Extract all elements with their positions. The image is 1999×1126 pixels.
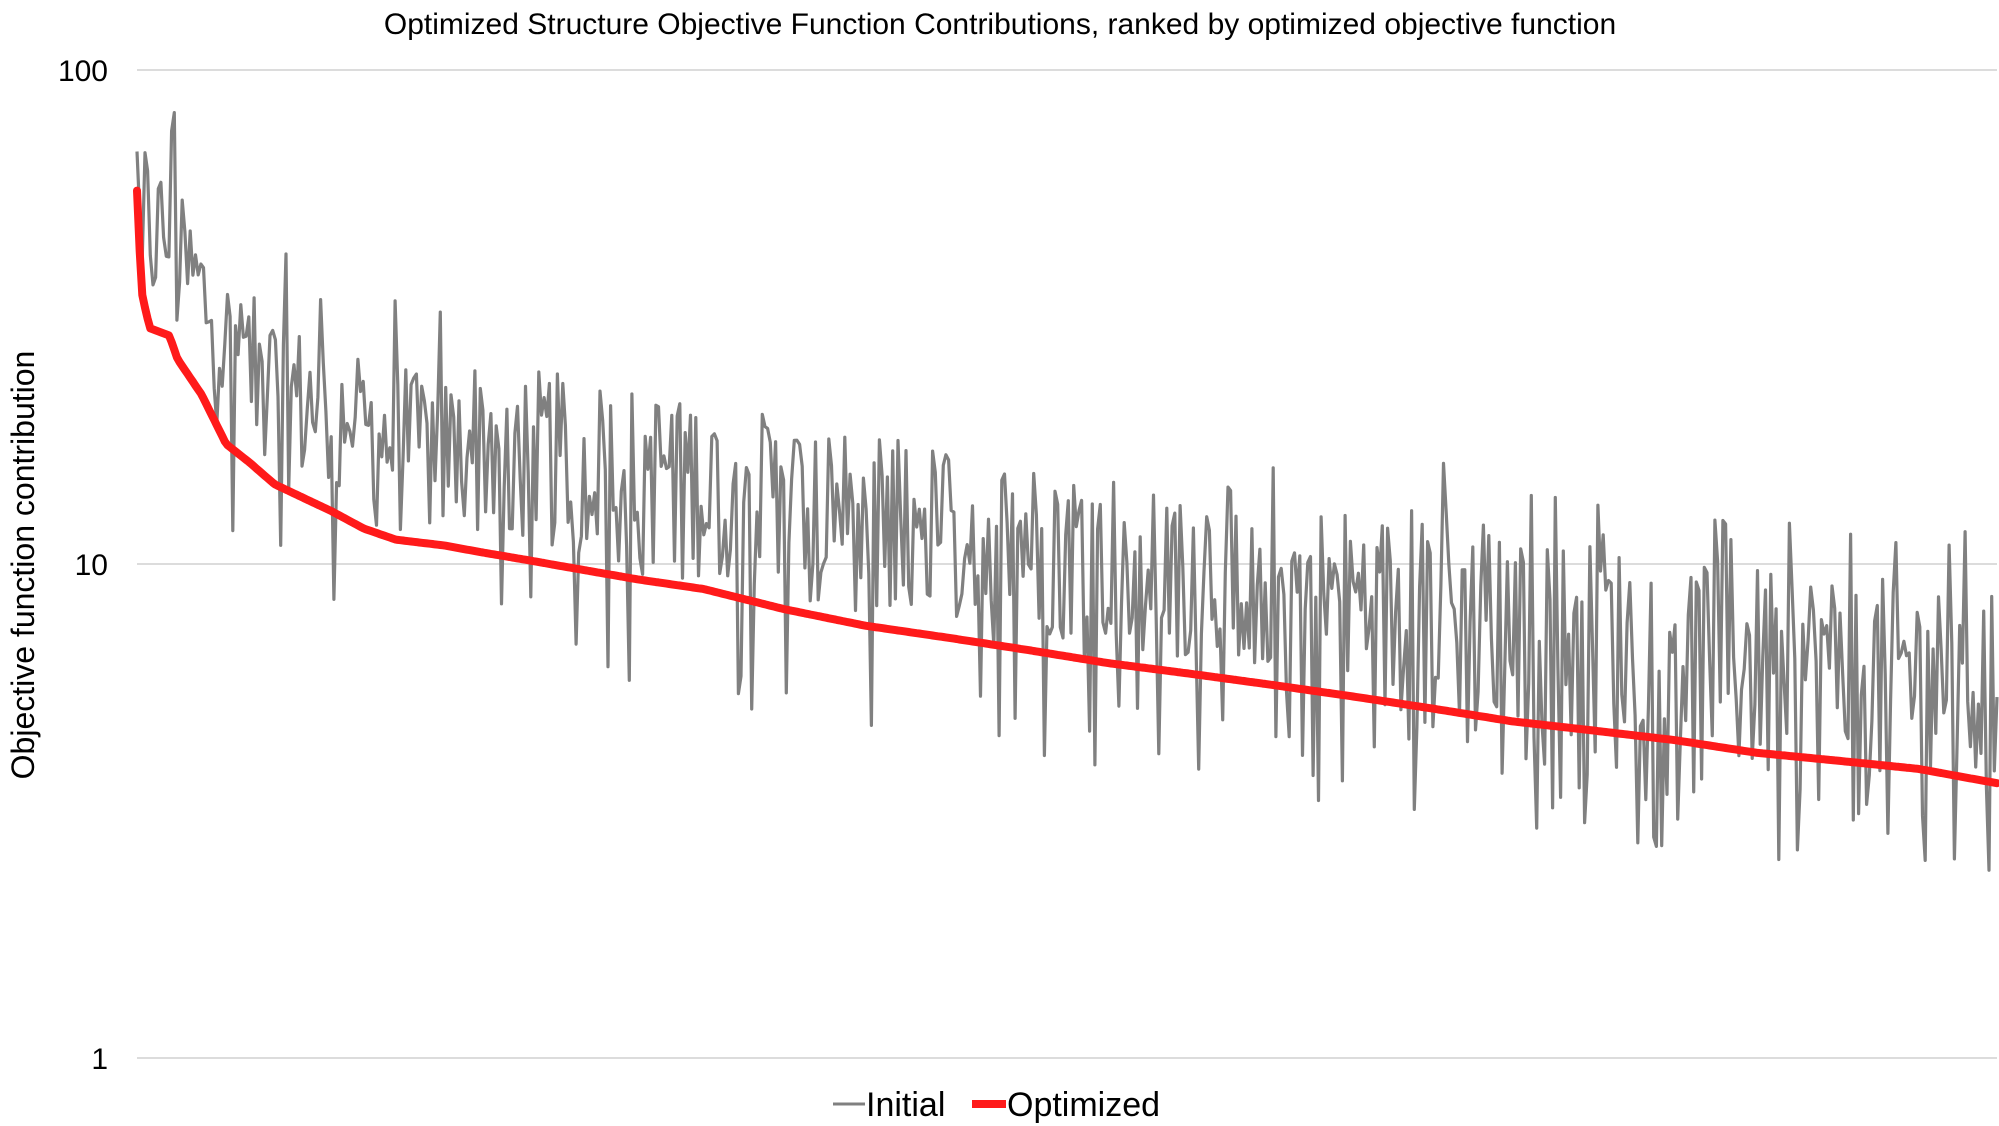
- gridlines: [137, 69, 1997, 1059]
- y-axis-label: Objective function contribution: [5, 351, 41, 780]
- y-tick-label-1: 1: [91, 1043, 108, 1076]
- y-tick-label-100: 100: [58, 55, 108, 88]
- plot-area: [133, 111, 1999, 872]
- legend-optimized-label: Optimized: [1007, 1086, 1160, 1124]
- y-tick-label-10: 10: [75, 549, 108, 582]
- y-tick-labels: 1 10 100: [58, 55, 108, 1076]
- legend-initial-label: Initial: [866, 1086, 945, 1124]
- series-initial-line: [135, 111, 1999, 872]
- legend: Initial Optimized: [833, 1086, 1160, 1124]
- series-optimized-line: [133, 186, 1999, 788]
- chart-title: Optimized Structure Objective Function C…: [384, 8, 1616, 41]
